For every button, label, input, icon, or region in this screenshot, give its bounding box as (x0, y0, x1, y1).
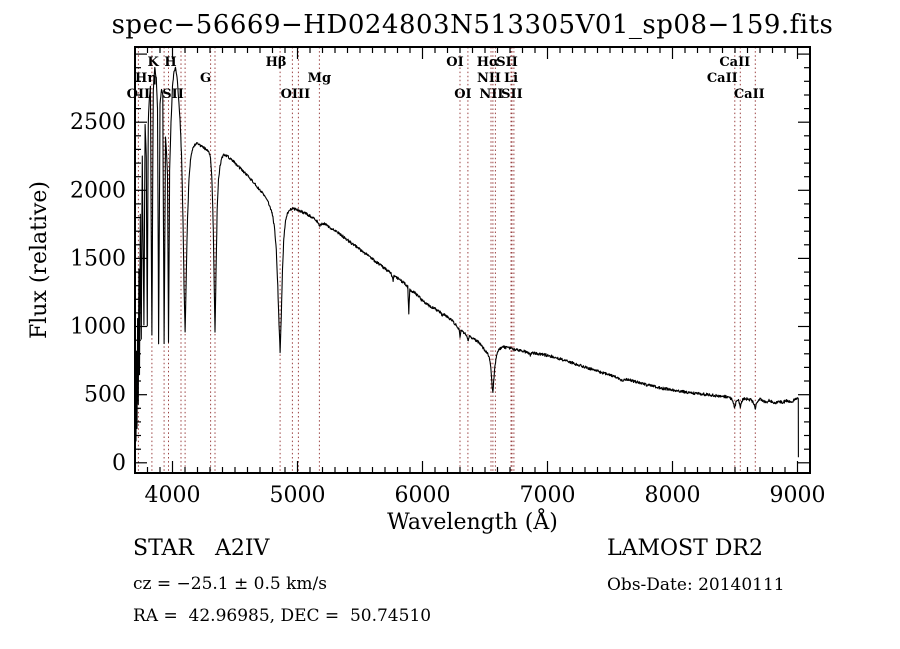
chart-title: spec−56669−HD024803N513305V01_sp08−159.f… (111, 10, 834, 40)
spectral-line-label: H (164, 55, 176, 70)
x-tick-label: 9000 (770, 483, 826, 508)
spectral-line-label: SII (162, 87, 184, 102)
spectral-line-label: G (200, 71, 211, 86)
y-tick-label: 1500 (70, 246, 126, 271)
cz-value: cz = −25.1 ± 0.5 km/s (133, 574, 327, 594)
spectral-line-label: NII (479, 87, 503, 102)
x-tick-label: 7000 (520, 483, 576, 508)
spectral-line-label: Li (504, 71, 518, 86)
x-tick-label: 4000 (145, 483, 201, 508)
spectral-line-label: NII (477, 71, 501, 86)
spectral-line-label: CaII (719, 55, 750, 70)
obs-date: Obs-Date: 20140111 (607, 575, 785, 595)
plot-frame (134, 46, 811, 474)
x-axis-title: Wavelength (Å) (387, 507, 558, 535)
y-tick-label: 1000 (70, 315, 126, 340)
y-axis-title: Flux (relative) (27, 181, 52, 339)
spectral-line-label: Mg (308, 71, 331, 86)
spectral-line-label: CaII (707, 71, 738, 86)
object-type-label: STAR A2IV (133, 536, 270, 561)
y-tick-label: 2500 (70, 110, 126, 135)
survey-label: LAMOST DR2 (607, 536, 763, 561)
ra-dec: RA = 42.96985, DEC = 50.74510 (133, 606, 432, 626)
spectral-line-label: Hα (477, 55, 499, 70)
spectral-line-label: OIII (281, 87, 311, 102)
spectral-line-label: OI (446, 55, 463, 70)
spectral-line-label: SII (496, 55, 518, 70)
spectrum-line (135, 66, 799, 458)
spectral-line-label: CaII (734, 87, 765, 102)
x-tick-label: 5000 (270, 483, 326, 508)
y-tick-label: 2000 (70, 178, 126, 203)
spectral-line-label: OI (454, 87, 471, 102)
y-tick-label: 500 (84, 383, 126, 408)
spectral-line-label: OII (127, 87, 151, 102)
spectral-line-label: Hβ (266, 55, 287, 70)
spectral-line-label: K (147, 55, 159, 70)
y-tick-label: 0 (112, 451, 126, 476)
x-tick-label: 6000 (395, 483, 451, 508)
spectral-line-label: SII (501, 87, 523, 102)
spectral-line-label: Hη (135, 71, 157, 86)
x-tick-label: 8000 (645, 483, 701, 508)
